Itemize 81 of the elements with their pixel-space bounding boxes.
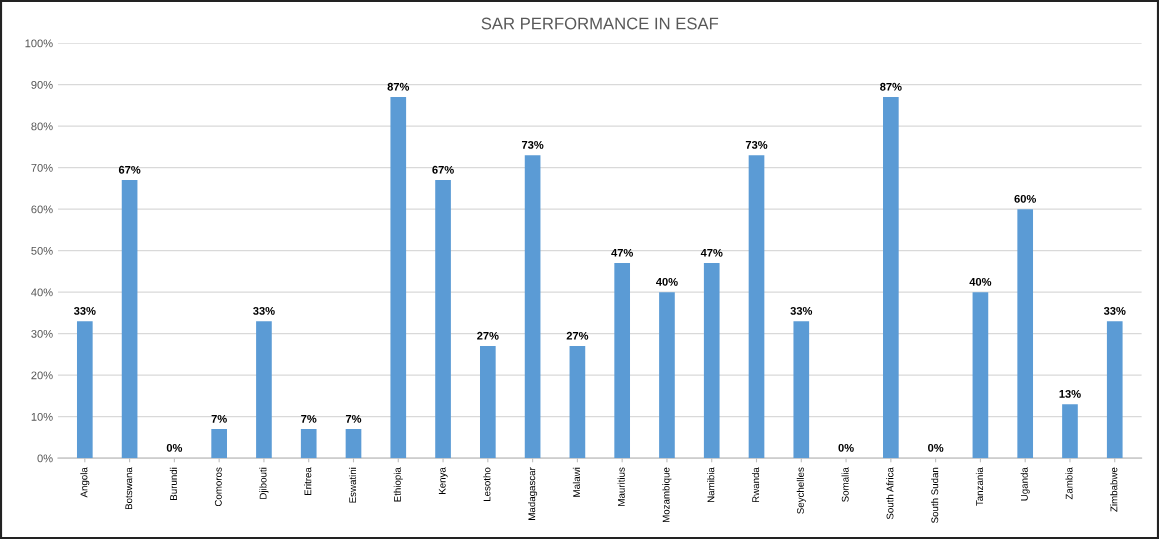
data-label: 73% [745, 140, 768, 149]
data-label: 33% [253, 306, 275, 315]
y-tick-label: 90% [31, 80, 53, 89]
x-tick-label: Mauritius [617, 467, 625, 506]
x-tick-label: Botswana [125, 467, 133, 510]
y-tick-label: 10% [31, 412, 53, 421]
y-tick-label: 40% [31, 288, 53, 297]
x-tick-label: South Africa [886, 467, 894, 520]
y-tick-label: 0% [37, 454, 53, 463]
x-tick-label: Rwanda [751, 467, 760, 503]
data-label: 87% [387, 82, 410, 91]
x-tick-label: Uganda [1020, 467, 1030, 501]
y-tick-label: 50% [31, 246, 53, 255]
x-tick-label: Ethiopia [393, 467, 403, 502]
bar [256, 321, 272, 459]
bar [524, 155, 541, 459]
data-label: 40% [656, 277, 678, 286]
x-tick-label: Madagascar [528, 467, 538, 520]
bar [972, 292, 989, 459]
bar [300, 429, 317, 459]
y-tick-label: 60% [31, 205, 53, 214]
x-tick-label: Seychelles [796, 467, 806, 514]
y-tick-label: 20% [31, 371, 53, 380]
x-tick-label: Eswatini [348, 467, 357, 503]
bar [748, 155, 765, 459]
bar [1106, 321, 1123, 459]
x-tick-label: South Sudan [931, 467, 939, 523]
bar [390, 97, 407, 459]
bar [480, 346, 496, 459]
data-label: 47% [611, 248, 633, 257]
bar [121, 180, 138, 459]
x-tick-label: Zimbabwe [1110, 467, 1118, 512]
data-label: 13% [1059, 389, 1081, 398]
bar [659, 292, 675, 459]
data-label: 67% [118, 165, 141, 174]
bar [614, 263, 631, 459]
data-label: 27% [566, 331, 589, 340]
x-tick-label: Djibouti [259, 467, 269, 499]
bar [569, 346, 586, 459]
bar [883, 97, 899, 459]
data-label: 0% [928, 443, 944, 452]
data-label: 60% [1014, 194, 1037, 203]
y-tick-label: 30% [31, 329, 53, 338]
data-label: 0% [166, 443, 183, 452]
x-tick-label: Comoros [214, 467, 222, 507]
x-tick-label: Mozambique [662, 467, 672, 523]
data-label: 73% [521, 140, 544, 149]
y-tick-label: 70% [31, 163, 53, 172]
x-tick-label: Eritrea [304, 467, 312, 496]
bar [211, 429, 227, 459]
y-tick-label: 80% [31, 122, 53, 131]
bar [793, 321, 810, 459]
bar [1017, 209, 1034, 459]
data-label: 47% [700, 248, 723, 257]
y-tick-label: 100% [25, 39, 53, 48]
data-label: 7% [301, 414, 317, 423]
data-label: 40% [969, 277, 992, 286]
chart-title: SAR PERFORMANCE IN ESAF [481, 17, 719, 30]
bar [703, 263, 720, 459]
x-tick-label: Lesotho [483, 467, 491, 501]
x-tick-label: Namibia [707, 467, 715, 503]
bar [76, 321, 93, 459]
data-label: 7% [211, 414, 227, 423]
data-label: 87% [880, 82, 902, 91]
data-label: 0% [838, 443, 854, 452]
data-label: 33% [790, 306, 813, 315]
x-tick-label: Burundi [169, 467, 177, 500]
data-label: 33% [1103, 306, 1126, 315]
data-label: 7% [345, 414, 362, 423]
data-label: 33% [73, 306, 96, 315]
x-tick-label: Angola [80, 467, 90, 498]
x-tick-label: Somalia [841, 467, 849, 502]
data-label: 67% [432, 165, 454, 174]
x-tick-label: Zambia [1065, 467, 1073, 500]
bar [345, 429, 362, 459]
bar [435, 180, 451, 459]
data-label: 27% [477, 331, 499, 340]
bar [1062, 404, 1078, 459]
x-tick-label: Kenya [438, 467, 448, 494]
x-tick-label: Tanzania [975, 467, 984, 506]
x-tick-label: Malawi [572, 467, 580, 497]
